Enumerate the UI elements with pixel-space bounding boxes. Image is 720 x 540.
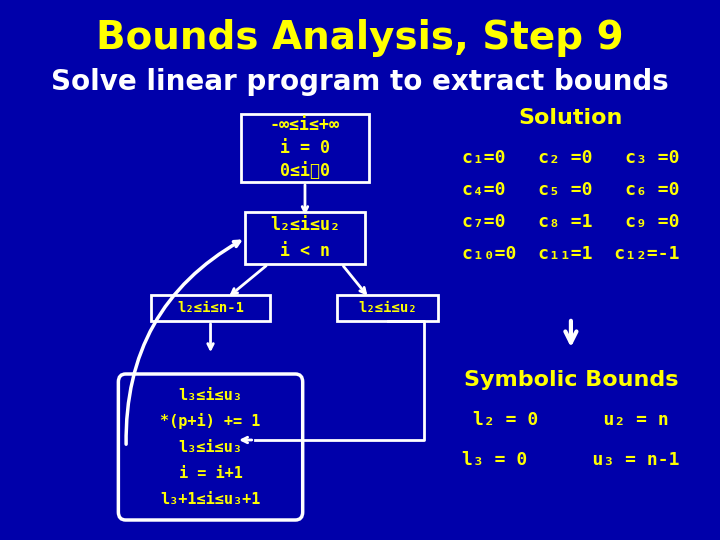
Text: i < n: i < n: [280, 242, 330, 260]
Text: i = i+1: i = i+1: [179, 465, 243, 481]
FancyBboxPatch shape: [246, 212, 364, 264]
Text: l₂≤i≤n-1: l₂≤i≤n-1: [177, 301, 244, 315]
Text: -∞≤i≤+∞: -∞≤i≤+∞: [270, 116, 340, 134]
FancyBboxPatch shape: [118, 374, 302, 520]
Text: c₇=0   c₈ =1   c₉ =0: c₇=0 c₈ =1 c₉ =0: [462, 213, 680, 231]
FancyBboxPatch shape: [240, 114, 369, 182]
Text: 0≤i⁤0: 0≤i⁤0: [280, 161, 330, 180]
Text: c₁₀=0  c₁₁=1  c₁₂=-1: c₁₀=0 c₁₁=1 c₁₂=-1: [462, 245, 680, 263]
Text: c₁=0   c₂ =0   c₃ =0: c₁=0 c₂ =0 c₃ =0: [462, 149, 680, 167]
Text: c₄=0   c₅ =0   c₆ =0: c₄=0 c₅ =0 c₆ =0: [462, 181, 680, 199]
Text: l₂≤i≤u₂: l₂≤i≤u₂: [270, 216, 340, 234]
FancyBboxPatch shape: [151, 295, 270, 321]
Text: Bounds Analysis, Step 9: Bounds Analysis, Step 9: [96, 19, 624, 57]
Text: Solve linear program to extract bounds: Solve linear program to extract bounds: [51, 68, 669, 96]
Text: l₃+1≤i≤u₃+1: l₃+1≤i≤u₃+1: [161, 491, 261, 507]
FancyBboxPatch shape: [337, 295, 438, 321]
Text: l₃≤i≤u₃: l₃≤i≤u₃: [179, 440, 243, 455]
Text: i = 0: i = 0: [280, 139, 330, 157]
Text: Symbolic Bounds: Symbolic Bounds: [464, 370, 678, 390]
Text: *(p+i) += 1: *(p+i) += 1: [161, 413, 261, 429]
Text: Solution: Solution: [518, 108, 623, 128]
Text: l₂≤i≤u₂: l₂≤i≤u₂: [358, 301, 417, 315]
Text: l₂ = 0      u₂ = n: l₂ = 0 u₂ = n: [473, 411, 669, 429]
Text: l₃≤i≤u₃: l₃≤i≤u₃: [179, 388, 243, 402]
Text: l₃ = 0      u₃ = n-1: l₃ = 0 u₃ = n-1: [462, 451, 680, 469]
